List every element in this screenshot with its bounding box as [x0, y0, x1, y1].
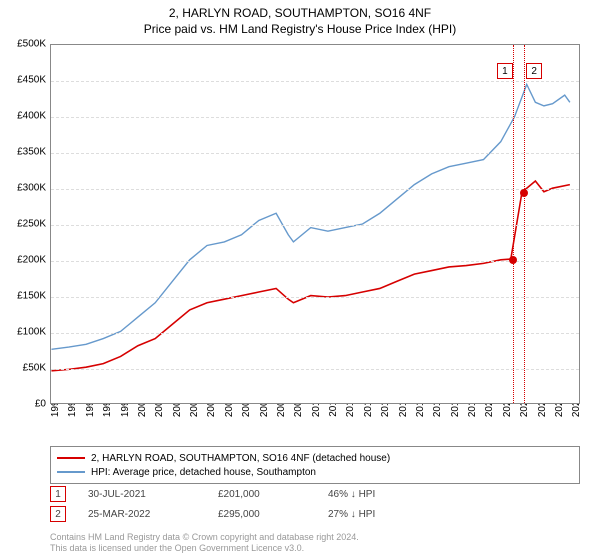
ytick-label: £400K — [17, 111, 46, 122]
gridline — [51, 333, 579, 334]
legend-swatch — [57, 457, 85, 459]
gridline — [51, 369, 579, 370]
ytick-label: £0 — [35, 399, 46, 410]
legend-swatch — [57, 471, 85, 473]
series-hpi — [51, 84, 569, 349]
gridline — [51, 153, 579, 154]
footer-line-2: This data is licensed under the Open Gov… — [50, 543, 580, 554]
gridline — [51, 225, 579, 226]
transaction-hpi: 46% ↓ HPI — [328, 489, 438, 500]
plot-area: 12 — [50, 44, 580, 404]
transaction-num: 2 — [50, 506, 66, 522]
legend-label: 2, HARLYN ROAD, SOUTHAMPTON, SO16 4NF (d… — [91, 453, 390, 464]
ytick-label: £300K — [17, 183, 46, 194]
chart-container: 2, HARLYN ROAD, SOUTHAMPTON, SO16 4NF Pr… — [0, 0, 600, 560]
marker-vline — [513, 45, 514, 403]
footer-line-1: Contains HM Land Registry data © Crown c… — [50, 532, 580, 543]
transaction-date: 25-MAR-2022 — [88, 509, 218, 520]
ytick-label: £150K — [17, 291, 46, 302]
legend-row: HPI: Average price, detached house, Sout… — [57, 465, 573, 479]
transaction-hpi: 27% ↓ HPI — [328, 509, 438, 520]
marker-dot — [509, 256, 517, 264]
gridline — [51, 81, 579, 82]
gridline — [51, 261, 579, 262]
ytick-label: £350K — [17, 147, 46, 158]
transaction-date: 30-JUL-2021 — [88, 489, 218, 500]
ytick-label: £200K — [17, 255, 46, 266]
marker-box: 2 — [526, 63, 542, 79]
marker-box: 1 — [497, 63, 513, 79]
line-series-svg — [51, 45, 579, 403]
ytick-label: £500K — [17, 39, 46, 50]
ytick-label: £250K — [17, 219, 46, 230]
gridline — [51, 117, 579, 118]
ytick-label: £450K — [17, 75, 46, 86]
chart-subtitle: Price paid vs. HM Land Registry's House … — [0, 20, 600, 36]
chart-title: 2, HARLYN ROAD, SOUTHAMPTON, SO16 4NF — [0, 0, 600, 20]
transaction-row: 2 25-MAR-2022£295,00027% ↓ HPI — [50, 506, 580, 522]
marker-vline — [524, 45, 525, 403]
transaction-price: £201,000 — [218, 489, 328, 500]
legend-row: 2, HARLYN ROAD, SOUTHAMPTON, SO16 4NF (d… — [57, 451, 573, 465]
ytick-label: £50K — [23, 363, 46, 374]
legend-label: HPI: Average price, detached house, Sout… — [91, 467, 316, 478]
legend: 2, HARLYN ROAD, SOUTHAMPTON, SO16 4NF (d… — [50, 446, 580, 484]
ytick-label: £100K — [17, 327, 46, 338]
transaction-row: 1 30-JUL-2021£201,00046% ↓ HPI — [50, 486, 580, 502]
transaction-num: 1 — [50, 486, 66, 502]
marker-dot — [520, 189, 528, 197]
series-price_paid — [51, 181, 569, 371]
transaction-price: £295,000 — [218, 509, 328, 520]
gridline — [51, 189, 579, 190]
gridline — [51, 297, 579, 298]
